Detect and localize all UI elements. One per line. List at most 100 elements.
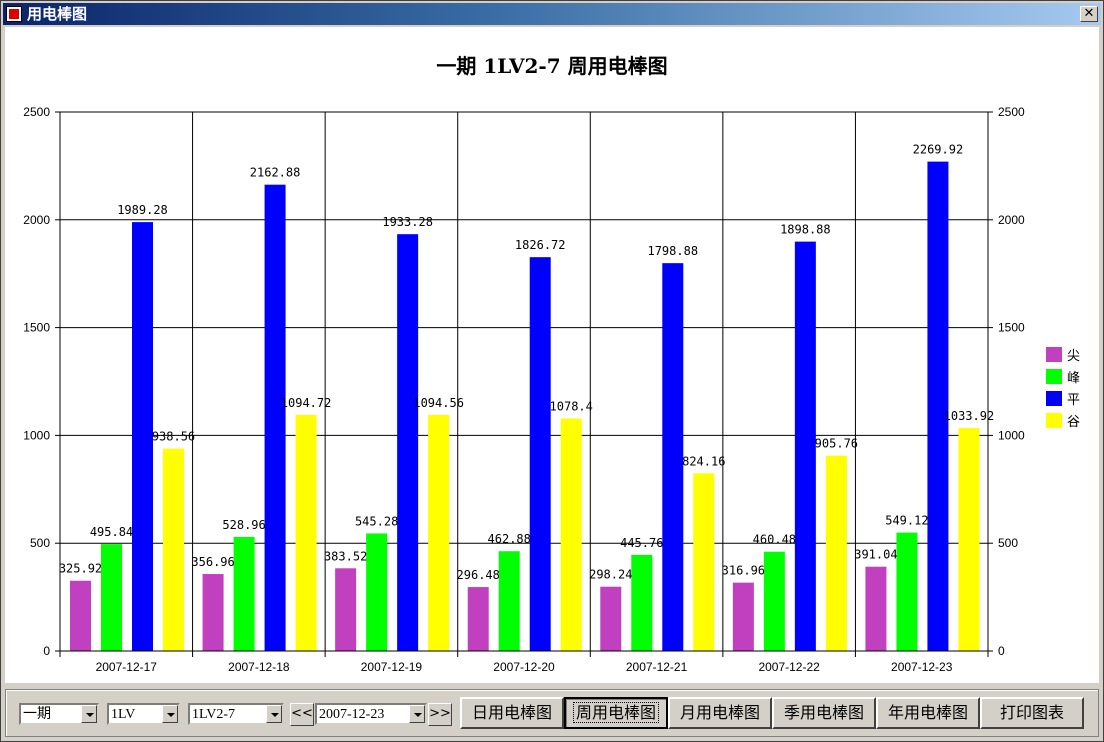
line-select-value: 1LV bbox=[111, 707, 136, 722]
y-tick-label-right: 2500 bbox=[998, 105, 1025, 119]
monthly-chart-label: 月用电棒图 bbox=[679, 703, 760, 722]
data-label: 445.76 bbox=[620, 536, 663, 550]
device-select[interactable]: 1LV2-7 bbox=[188, 703, 284, 725]
x-tick-label: 2007-12-17 bbox=[96, 660, 158, 674]
quarterly-chart-button[interactable]: 季用电棒图 bbox=[772, 697, 876, 729]
data-label: 545.28 bbox=[355, 514, 398, 528]
data-label: 1033.92 bbox=[944, 409, 995, 423]
bar-谷-2007-12-21 bbox=[693, 473, 715, 651]
bar-尖-2007-12-17 bbox=[70, 580, 91, 651]
bar-峰-2007-12-22 bbox=[763, 551, 785, 651]
legend-label: 平 bbox=[1067, 393, 1080, 408]
phase-select[interactable]: 一期 bbox=[19, 703, 99, 725]
data-label: 1898.88 bbox=[780, 223, 831, 237]
legend-label: 谷 bbox=[1067, 415, 1080, 430]
print-chart-button[interactable]: 打印图表 bbox=[980, 697, 1084, 729]
date-picker-value: 2007-12-23 bbox=[319, 707, 385, 722]
monthly-chart-button[interactable]: 月用电棒图 bbox=[668, 697, 772, 729]
y-tick-label-left: 0 bbox=[43, 644, 50, 658]
yearly-chart-button[interactable]: 年用电棒图 bbox=[876, 697, 980, 729]
legend-swatch-谷 bbox=[1046, 413, 1062, 428]
y-tick-label-right: 1000 bbox=[998, 428, 1025, 442]
bar-峰-2007-12-17 bbox=[101, 544, 122, 651]
legend-swatch-尖 bbox=[1046, 347, 1062, 362]
y-tick-label-left: 2500 bbox=[23, 105, 50, 119]
chevron-down-icon[interactable] bbox=[162, 705, 178, 723]
data-label: 462.88 bbox=[488, 532, 531, 546]
bar-峰-2007-12-21 bbox=[631, 554, 653, 651]
device-select-value: 1LV2-7 bbox=[192, 707, 236, 722]
data-label: 824.16 bbox=[682, 454, 725, 468]
data-label: 1094.72 bbox=[281, 396, 332, 410]
chevron-down-icon[interactable] bbox=[266, 705, 282, 723]
bar-峰-2007-12-18 bbox=[233, 536, 255, 651]
bar-平-2007-12-20 bbox=[529, 257, 551, 651]
data-label: 1078.4 bbox=[550, 399, 593, 413]
bottom-toolbar: 一期 1LV 1LV2-7 << 2007-12-23 >> 日用电棒图 周用电… bbox=[5, 687, 1099, 739]
yearly-chart-label: 年用电棒图 bbox=[887, 703, 968, 722]
y-tick-label-left: 2000 bbox=[23, 213, 50, 227]
data-label: 1826.72 bbox=[515, 238, 566, 252]
bar-平-2007-12-19 bbox=[397, 234, 419, 652]
print-chart-label: 打印图表 bbox=[999, 703, 1064, 722]
bar-谷-2007-12-17 bbox=[163, 448, 184, 651]
quarterly-chart-label: 季用电棒图 bbox=[783, 703, 864, 722]
y-tick-label-right: 2000 bbox=[998, 213, 1025, 227]
data-label: 356.96 bbox=[191, 555, 234, 569]
bar-尖-2007-12-21 bbox=[600, 586, 622, 651]
data-label: 1933.28 bbox=[382, 215, 433, 229]
daily-chart-button[interactable]: 日用电棒图 bbox=[460, 697, 564, 729]
data-label: 549.12 bbox=[885, 514, 928, 528]
bar-尖-2007-12-19 bbox=[335, 568, 357, 651]
data-label: 2162.88 bbox=[250, 166, 301, 180]
chevron-down-icon[interactable] bbox=[409, 705, 425, 723]
chart-title: 一期 1LV2-7 周用电棒图 bbox=[436, 54, 667, 78]
date-picker[interactable]: 2007-12-23 bbox=[315, 703, 427, 725]
data-label: 325.92 bbox=[59, 562, 102, 576]
bar-谷-2007-12-19 bbox=[428, 415, 450, 651]
title-bar[interactable]: 用电棒图 ✕ bbox=[3, 3, 1101, 25]
x-tick-label: 2007-12-23 bbox=[891, 660, 953, 674]
bar-谷-2007-12-20 bbox=[560, 418, 582, 651]
close-icon: ✕ bbox=[1083, 6, 1095, 21]
bar-尖-2007-12-23 bbox=[865, 566, 887, 651]
bar-谷-2007-12-23 bbox=[958, 428, 980, 651]
window-title: 用电棒图 bbox=[27, 5, 88, 23]
data-label: 391.04 bbox=[854, 548, 897, 562]
y-tick-label-left: 1000 bbox=[23, 428, 50, 442]
bar-峰-2007-12-19 bbox=[366, 533, 388, 651]
chevron-down-icon[interactable] bbox=[81, 705, 97, 723]
data-label: 905.76 bbox=[815, 437, 858, 451]
bar-平-2007-12-22 bbox=[794, 241, 816, 651]
legend-label: 峰 bbox=[1067, 371, 1080, 386]
phase-select-value: 一期 bbox=[23, 707, 51, 722]
bar-峰-2007-12-23 bbox=[896, 532, 918, 651]
close-button[interactable]: ✕ bbox=[1080, 6, 1098, 22]
y-tick-label-right: 500 bbox=[998, 536, 1018, 550]
data-label: 495.84 bbox=[90, 525, 133, 539]
toolbar-group-box bbox=[5, 689, 1099, 737]
x-tick-label: 2007-12-22 bbox=[758, 660, 820, 674]
data-label: 528.96 bbox=[222, 518, 265, 532]
data-label: 1989.28 bbox=[117, 203, 168, 217]
data-label: 460.48 bbox=[753, 533, 796, 547]
bar-平-2007-12-17 bbox=[132, 222, 153, 651]
weekly-chart-button[interactable]: 周用电棒图 bbox=[564, 697, 668, 729]
legend-swatch-平 bbox=[1046, 391, 1062, 406]
data-label: 1094.56 bbox=[413, 396, 464, 410]
line-select[interactable]: 1LV bbox=[107, 703, 180, 725]
daily-chart-label: 日用电棒图 bbox=[471, 703, 552, 722]
prev-date-button[interactable]: << bbox=[290, 703, 314, 726]
next-date-button[interactable]: >> bbox=[428, 703, 452, 726]
y-tick-label-left: 500 bbox=[30, 536, 50, 550]
bar-平-2007-12-21 bbox=[662, 263, 684, 651]
weekly-chart-label: 周用电棒图 bbox=[572, 702, 660, 723]
bar-尖-2007-12-18 bbox=[202, 574, 224, 651]
bar-尖-2007-12-22 bbox=[732, 582, 754, 651]
bar-平-2007-12-18 bbox=[264, 184, 286, 651]
bar-谷-2007-12-22 bbox=[825, 455, 847, 651]
y-tick-label-right: 0 bbox=[998, 644, 1005, 658]
x-tick-label: 2007-12-21 bbox=[626, 660, 688, 674]
data-label: 2269.92 bbox=[913, 143, 964, 157]
